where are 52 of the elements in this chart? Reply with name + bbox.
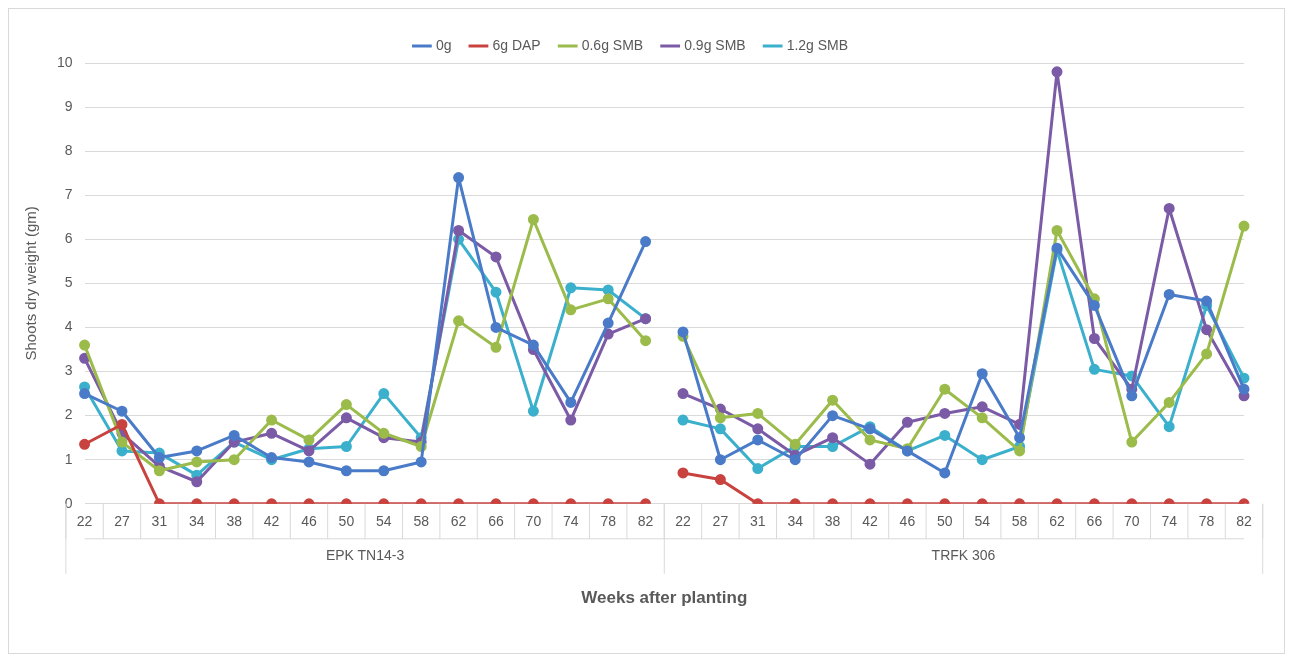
y-tick-label: 0 <box>64 494 73 511</box>
x-tick-label: 62 <box>1049 513 1065 530</box>
x-tick-label: 22 <box>675 513 691 530</box>
x-tick-label: 78 <box>1198 513 1215 530</box>
text: EPK TN14-3 <box>325 546 405 563</box>
x-tick-label: 54 <box>375 513 392 530</box>
y-tick-label: 4 <box>64 318 73 335</box>
y-tick-label: 5 <box>64 274 73 291</box>
x-tick-label: 74 <box>1161 513 1178 530</box>
x-tick-label: 38 <box>226 513 243 530</box>
legend-label: 0.9g SMB <box>684 36 746 53</box>
x-tick-label: 82 <box>1236 513 1252 530</box>
text: TRFK 306 <box>931 546 996 563</box>
x-tick-label: 82 <box>637 513 654 530</box>
x-tick-label: 50 <box>937 513 953 530</box>
y-tick-label: 1 <box>64 450 73 467</box>
x-tick-label: 27 <box>712 513 729 530</box>
x-tick-label: 58 <box>1011 513 1028 530</box>
x-axis-title: Weeks after planting <box>581 588 748 608</box>
y-tick-label: 2 <box>64 406 73 423</box>
y-tick-label: 3 <box>64 362 73 379</box>
y-tick-label: 7 <box>64 186 73 203</box>
x-tick-label: 34 <box>188 513 205 530</box>
legend-label: 0.6g SMB <box>581 36 644 53</box>
legend-label: 0g <box>435 36 452 53</box>
y-tick-label: 8 <box>64 142 73 159</box>
x-tick-label: 78 <box>600 513 617 530</box>
x-tick-label: 42 <box>862 513 878 530</box>
x-tick-label: 70 <box>1124 513 1140 530</box>
y-tick-label: 10 <box>56 53 73 70</box>
x-tick-label: 50 <box>338 513 355 530</box>
x-tick-label: 46 <box>301 513 317 530</box>
x-tick-label: 22 <box>76 513 93 530</box>
legend-label: 1.2g SMB <box>786 36 849 53</box>
x-tick-label: 31 <box>750 513 766 530</box>
x-tick-label: 58 <box>413 513 430 530</box>
x-tick-label: 38 <box>824 513 841 530</box>
y-axis-title: Shoots dry weight (gm) <box>22 206 40 361</box>
y-tick-label: 9 <box>64 97 73 114</box>
x-tick-label: 70 <box>525 513 542 530</box>
x-tick-label: 46 <box>899 513 916 530</box>
x-tick-label: 54 <box>974 513 991 530</box>
x-tick-label: 66 <box>488 513 504 530</box>
x-tick-label: 74 <box>562 513 579 530</box>
x-tick-label: 62 <box>450 513 467 530</box>
legend-label: 6g DAP <box>492 36 541 53</box>
x-tick-label: 31 <box>151 513 168 530</box>
x-tick-label: 66 <box>1086 513 1103 530</box>
x-tick-label: 42 <box>263 513 280 530</box>
y-tick-label: 6 <box>64 230 73 247</box>
x-tick-label: 27 <box>114 513 130 530</box>
x-tick-label: 34 <box>787 513 804 530</box>
